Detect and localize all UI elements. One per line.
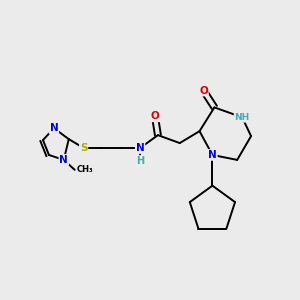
Text: N: N: [136, 143, 145, 153]
Text: N: N: [50, 123, 58, 133]
Text: NH: NH: [235, 113, 250, 122]
Text: O: O: [199, 85, 208, 96]
Text: CH₃: CH₃: [77, 165, 93, 174]
Text: S: S: [80, 143, 87, 153]
Text: H: H: [136, 156, 144, 166]
Text: O: O: [151, 111, 159, 121]
Text: N: N: [208, 150, 217, 160]
Text: N: N: [59, 155, 68, 165]
